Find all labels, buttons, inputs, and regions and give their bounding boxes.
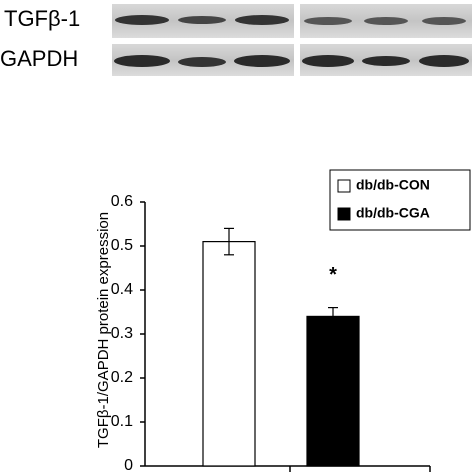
error-bar [224,227,234,256]
legend-swatch [337,207,351,221]
y-axis-label: TGFβ-1/GAPDH protein expression [95,212,112,448]
blot-label: GAPDH [0,46,78,71]
blot-label: TGFβ-1 [4,6,80,31]
error-bar [328,307,338,326]
legend [329,169,471,231]
y-tick-label: 0.2 [111,369,133,386]
y-tick-label: 0.4 [111,281,133,298]
western-blot [112,4,472,76]
annotation: * [329,264,337,286]
y-tick-label: 0.5 [111,237,133,254]
legend-swatch [337,179,351,193]
y-tick-label: 0.6 [111,193,133,210]
y-tick-label: 0 [124,457,133,474]
legend-label: db/db-CGA [356,205,430,221]
y-tick-label: 0.3 [111,325,133,342]
bar [306,315,360,467]
legend-label: db/db-CON [356,177,430,193]
bar [202,241,256,467]
y-tick-label: 0.1 [111,413,133,430]
